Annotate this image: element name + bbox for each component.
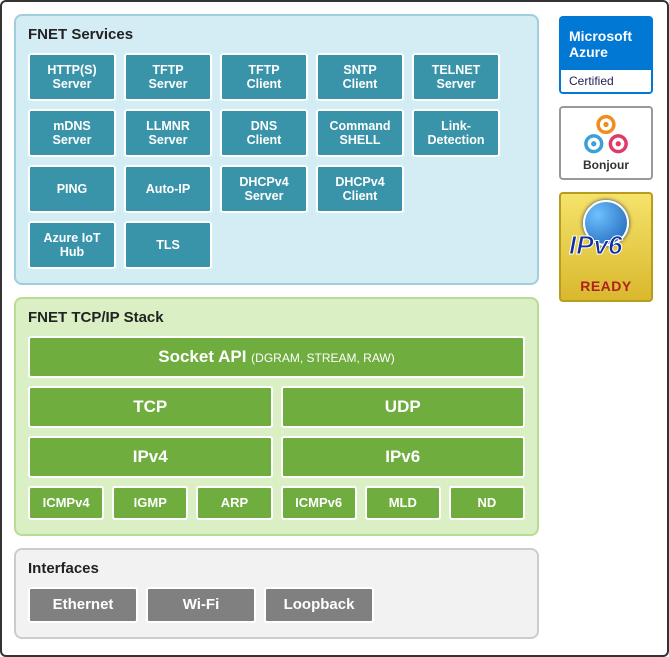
stk-nd: ND [449,486,525,520]
stack-row-aux: ICMPv4 IGMP ARP ICMPv6 MLD ND [28,486,525,520]
svc-dhcpv4-client: DHCPv4Client [316,165,404,213]
stk-arp: ARP [196,486,272,520]
svc-auto-ip: Auto-IP [124,165,212,213]
badge-bonjour: Bonjour [559,106,653,180]
badge-ipv6-ready: IPv6 READY [559,192,653,302]
svc-mdns-server: mDNSServer [28,109,116,157]
stk-icmpv4: ICMPv4 [28,486,104,520]
bonjour-icon [579,114,633,156]
services-row: HTTP(S)Server TFTPServer TFTPClient SNTP… [28,53,525,101]
services-row: mDNSServer LLMNRServer DNSClient Command… [28,109,525,157]
services-section: FNET Services HTTP(S)Server TFTPServer T… [14,14,539,285]
stack-row-socket: Socket API (DGRAM, STREAM, RAW) [28,336,525,378]
services-row: Azure IoTHub TLS [28,221,525,269]
stk-socket-api: Socket API (DGRAM, STREAM, RAW) [28,336,525,378]
interfaces-title: Interfaces [28,560,525,577]
stk-tcp: TCP [28,386,273,428]
ipv6-ready: READY [561,278,651,294]
svc-tftp-server: TFTPServer [124,53,212,101]
svc-dns-client: DNSClient [220,109,308,157]
main-column: FNET Services HTTP(S)Server TFTPServer T… [14,14,539,639]
stk-icmpv6: ICMPv6 [281,486,357,520]
stack-row-network: IPv4 IPv6 [28,436,525,478]
services-row: PING Auto-IP DHCPv4Server DHCPv4Client [28,165,525,213]
interfaces-section: Interfaces Ethernet Wi-Fi Loopback [14,548,539,639]
stk-ipv4: IPv4 [28,436,273,478]
if-ethernet: Ethernet [28,587,138,623]
svc-link-detection: Link-Detection [412,109,500,157]
interfaces-row: Ethernet Wi-Fi Loopback [28,587,525,623]
ipv6-text: IPv6 [569,230,623,261]
stk-mld: MLD [365,486,441,520]
svc-telnet-server: TELNETServer [412,53,500,101]
stack-section: FNET TCP/IP Stack Socket API (DGRAM, STR… [14,297,539,536]
services-title: FNET Services [28,26,525,43]
if-wifi: Wi-Fi [146,587,256,623]
svc-sntp-client: SNTPClient [316,53,404,101]
svc-dhcpv4-server: DHCPv4Server [220,165,308,213]
svc-tftp-client: TFTPClient [220,53,308,101]
azure-logo-text: Microsoft Azure [561,18,651,70]
stk-ipv6: IPv6 [281,436,526,478]
svc-ping: PING [28,165,116,213]
svc-tls: TLS [124,221,212,269]
azure-status: Certified [561,70,651,92]
badge-azure: Microsoft Azure Certified [559,16,653,94]
svc-https-server: HTTP(S)Server [28,53,116,101]
badges-column: Microsoft Azure Certified Bonjour IPv6 R… [559,16,653,302]
stack-title: FNET TCP/IP Stack [28,309,525,326]
bonjour-label: Bonjour [583,158,629,172]
svc-azure-iot-hub: Azure IoTHub [28,221,116,269]
stk-udp: UDP [281,386,526,428]
svc-command-shell: CommandSHELL [316,109,404,157]
stk-igmp: IGMP [112,486,188,520]
stack-row-transport: TCP UDP [28,386,525,428]
svc-llmnr-server: LLMNRServer [124,109,212,157]
if-loopback: Loopback [264,587,374,623]
